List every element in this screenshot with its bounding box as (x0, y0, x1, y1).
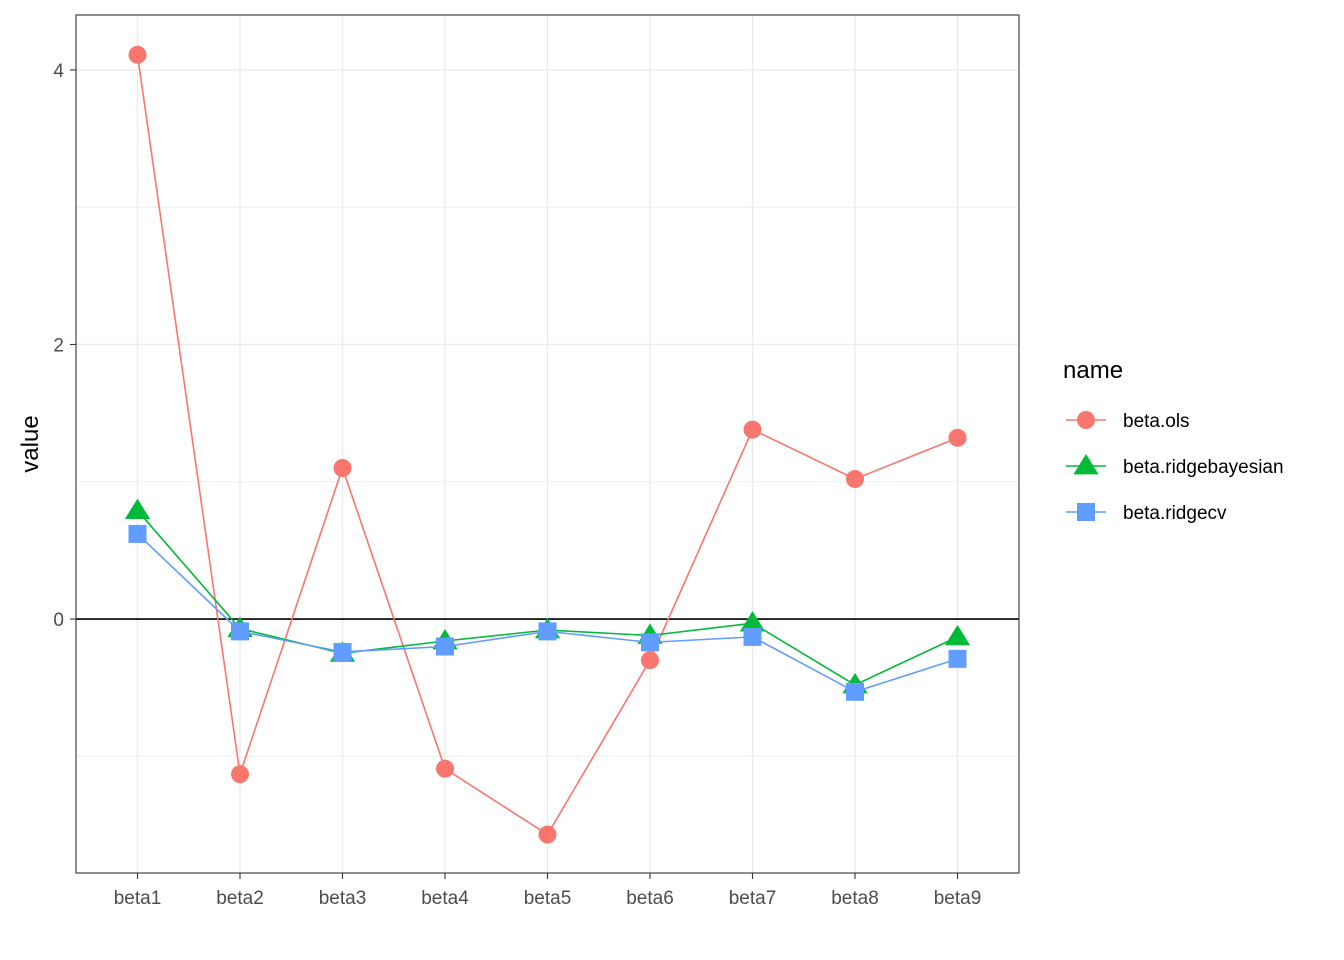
x-tick-label: beta6 (626, 888, 674, 909)
x-tick-label: beta2 (216, 888, 264, 909)
legend: name beta.ols beta.ridgebayesian beta.ridg… (1063, 357, 1284, 524)
major-gridlines (76, 15, 1019, 873)
x-tick-label: beta3 (319, 888, 367, 909)
data-point (538, 622, 557, 641)
data-point (333, 642, 352, 661)
x-tick-label: beta1 (114, 888, 162, 909)
y-axis: 0 2 4 (53, 61, 76, 631)
data-point (739, 611, 766, 632)
x-tick-label: beta9 (934, 888, 982, 909)
x-tick-label: beta5 (524, 888, 572, 909)
x-tick-label: beta4 (421, 888, 469, 909)
data-point (436, 759, 454, 778)
data-point (641, 651, 659, 670)
x-axis: beta1 beta2 beta3 beta4 beta5 beta6 beta7 beta8… (114, 873, 982, 909)
legend-item: beta.ols (1066, 411, 1190, 432)
data-point (641, 633, 659, 652)
data-point (743, 420, 762, 439)
y-tick-label: 0 (53, 610, 64, 631)
legend-key-square-icon (1077, 503, 1095, 521)
data-point (846, 470, 864, 489)
data-point (743, 627, 762, 646)
data-point (231, 622, 249, 641)
data-point (128, 45, 147, 64)
legend-key-triangle-icon (1073, 454, 1099, 475)
legend-label: beta.ols (1123, 411, 1190, 432)
data-point (124, 498, 151, 519)
data-point (436, 637, 454, 656)
data-point (128, 524, 147, 543)
data-point (944, 624, 971, 646)
series-beta-ols (128, 45, 967, 844)
x-tick-label: beta7 (729, 888, 777, 909)
legend-item: beta.ridgebayesian (1066, 454, 1284, 478)
data-point (846, 682, 864, 701)
y-tick-label: 2 (53, 335, 64, 356)
legend-key-circle-icon (1077, 411, 1095, 429)
data-point (948, 428, 967, 447)
data-point (948, 649, 967, 668)
legend-label: beta.ridgecv (1123, 503, 1227, 524)
legend-label: beta.ridgebayesian (1123, 457, 1284, 478)
x-tick-label: beta8 (831, 888, 879, 909)
data-point (538, 825, 557, 844)
legend-items: beta.ols beta.ridgebayesian beta.ridgecv (1066, 411, 1284, 524)
legend-title: name (1063, 357, 1123, 384)
data-point (231, 765, 249, 784)
series-layer (124, 45, 971, 844)
y-tick-label: 4 (53, 61, 64, 82)
y-axis-title: value (17, 415, 44, 472)
series-beta-ridgecv (128, 524, 967, 701)
data-point (333, 459, 352, 478)
legend-item: beta.ridgecv (1066, 503, 1227, 524)
